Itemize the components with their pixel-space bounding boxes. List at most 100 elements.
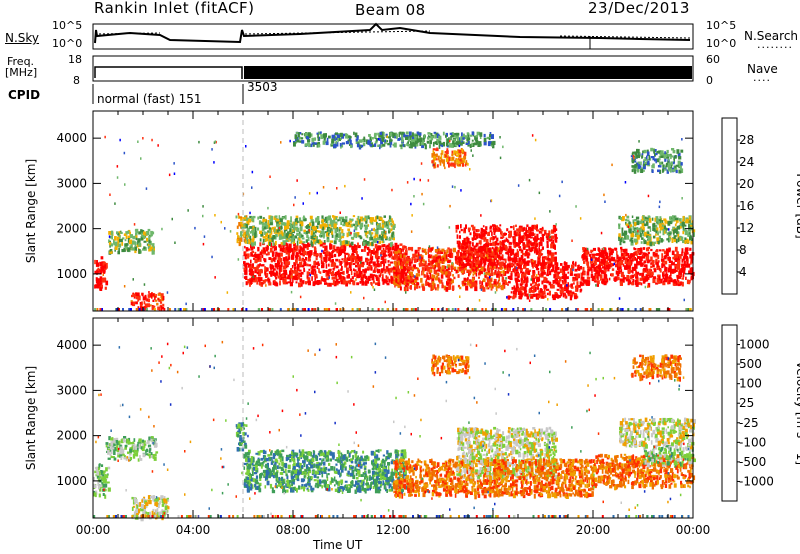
heatmap-cell xyxy=(278,222,281,225)
heatmap-cell xyxy=(105,280,109,286)
heatmap-cell xyxy=(297,276,300,280)
heatmap-cell xyxy=(285,257,288,261)
heatmap-cell xyxy=(451,134,454,138)
heatmap-cell xyxy=(282,257,286,262)
heatmap-cell xyxy=(533,281,535,284)
heatmap-cell xyxy=(689,247,692,251)
heatmap-cell xyxy=(314,247,317,253)
heatmap-cell xyxy=(531,278,535,282)
heatmap-cell xyxy=(364,224,368,230)
heatmap-cell xyxy=(666,251,669,256)
heatmap-cell xyxy=(267,278,271,284)
heatmap-cell xyxy=(494,241,498,245)
heatmap-cell xyxy=(653,235,656,239)
heatmap-cell xyxy=(366,231,369,234)
heatmap-cell xyxy=(427,132,431,135)
heatmap-cell xyxy=(634,151,637,155)
heatmap-cell xyxy=(303,250,307,255)
heatmap-cell xyxy=(537,237,540,241)
heatmap-cell xyxy=(439,250,443,254)
heatmap-cell xyxy=(310,235,314,240)
heatmap-cell xyxy=(162,295,165,301)
heatmap-cell xyxy=(599,274,603,279)
heatmap-cell xyxy=(447,279,449,283)
heatmap-cell xyxy=(656,241,659,244)
heatmap-cell xyxy=(290,248,294,252)
heatmap-cell xyxy=(353,256,357,260)
heatmap-cell xyxy=(530,242,534,247)
heatmap-cell xyxy=(271,253,274,257)
heatmap-cell xyxy=(617,256,622,261)
heatmap-cell xyxy=(285,256,287,259)
heatmap-cell xyxy=(307,257,311,262)
heatmap-cell xyxy=(546,249,550,254)
heatmap-cell xyxy=(395,266,399,270)
heatmap-cell xyxy=(312,281,316,287)
heatmap-cell xyxy=(267,251,270,256)
heatmap-cell xyxy=(668,259,671,263)
heatmap-cell xyxy=(684,264,688,268)
heatmap-cell xyxy=(526,271,529,275)
heatmap-cell xyxy=(448,284,451,290)
heatmap-cell xyxy=(672,161,675,165)
heatmap-cell xyxy=(474,135,477,140)
heatmap-cell xyxy=(650,256,653,262)
heatmap-cell xyxy=(261,222,265,226)
heatmap-cell xyxy=(629,276,633,280)
heatmap-cell xyxy=(254,269,257,274)
heatmap-cell xyxy=(618,236,620,241)
heatmap-cell xyxy=(388,228,391,231)
heatmap-cell xyxy=(279,280,281,286)
heatmap-cell xyxy=(446,150,449,155)
heatmap-cell xyxy=(625,223,629,227)
heatmap-cell xyxy=(675,167,678,170)
heatmap-cell xyxy=(281,235,284,240)
heatmap-cell xyxy=(94,270,97,274)
heatmap-cell xyxy=(650,156,654,159)
heatmap-cell xyxy=(471,281,475,287)
heatmap-cell xyxy=(483,137,487,143)
heatmap-cell xyxy=(631,274,634,279)
heatmap-cell xyxy=(380,250,384,253)
heatmap-cell xyxy=(443,141,445,147)
heatmap-cell xyxy=(494,227,496,233)
heatmap-cell xyxy=(143,246,146,250)
heatmap-cell xyxy=(374,238,378,243)
heatmap-cell xyxy=(673,235,677,238)
heatmap-cell xyxy=(275,270,278,276)
heatmap-cell xyxy=(664,153,668,158)
heatmap-cell xyxy=(586,261,590,266)
heatmap-cell xyxy=(282,240,286,245)
heatmap-cell xyxy=(662,231,665,236)
heatmap-cell xyxy=(673,157,675,161)
heatmap-cell xyxy=(574,276,579,281)
heatmap-cell xyxy=(369,141,371,146)
heatmap-cell xyxy=(554,237,556,242)
heatmap-cell xyxy=(516,278,519,282)
heatmap-cell xyxy=(462,137,465,140)
heatmap-cell xyxy=(631,165,635,168)
heatmap-cell xyxy=(634,263,636,268)
heatmap-cell xyxy=(339,279,342,282)
heatmap-cell xyxy=(440,274,444,279)
heatmap-cell xyxy=(632,257,634,262)
heatmap-cell xyxy=(548,260,551,264)
heatmap-cell xyxy=(689,254,692,259)
heatmap-cell xyxy=(570,291,574,296)
heatmap-cell xyxy=(274,263,278,268)
heatmap-cell xyxy=(262,249,265,254)
heatmap-cell xyxy=(463,257,466,260)
heatmap-cell xyxy=(478,142,480,147)
heatmap-cell xyxy=(406,259,409,264)
heatmap-cell xyxy=(647,246,651,249)
heatmap-cell xyxy=(620,248,623,253)
heatmap-cell xyxy=(372,270,376,273)
heatmap-cell xyxy=(120,231,123,234)
heatmap-cell xyxy=(689,222,693,226)
heatmap-cell xyxy=(471,142,473,147)
heatmap-cell xyxy=(313,253,317,257)
heatmap-cell xyxy=(600,262,604,267)
heatmap-cell xyxy=(377,144,380,147)
heatmap-cell xyxy=(570,283,573,288)
heatmap-cell xyxy=(432,257,436,260)
